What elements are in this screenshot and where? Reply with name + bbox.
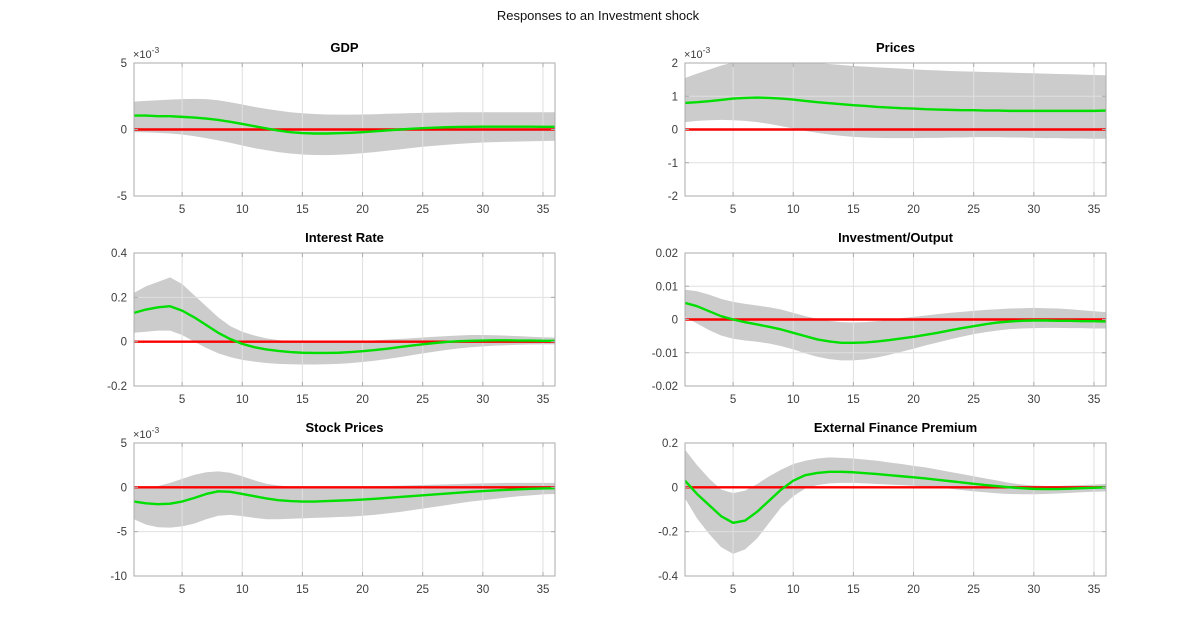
y-tick-label: 1 xyxy=(672,91,678,103)
x-tick-label: 10 xyxy=(236,584,249,596)
y-tick-label: 0 xyxy=(672,315,678,327)
x-tick-label: 15 xyxy=(296,394,309,406)
x-tick-label: 25 xyxy=(967,584,980,596)
x-tick-label: 25 xyxy=(416,204,429,216)
x-tick-label: 15 xyxy=(847,584,860,596)
x-tick-label: 10 xyxy=(236,204,249,216)
x-tick-label: 30 xyxy=(1027,394,1040,406)
x-tick-label: 5 xyxy=(179,394,185,406)
x-tick-label: 15 xyxy=(296,584,309,596)
x-tick-label: 30 xyxy=(476,584,489,596)
axes-box xyxy=(684,442,1107,577)
y-tick-label: 0 xyxy=(121,482,127,494)
y-tick-label: -0.02 xyxy=(652,381,678,393)
y-tick-label: 0 xyxy=(121,337,127,349)
x-tick-label: 30 xyxy=(476,394,489,406)
x-tick-label: 15 xyxy=(296,204,309,216)
y-tick-label: -2 xyxy=(668,191,678,203)
axis-exponent-label: ×10-3 xyxy=(133,45,160,61)
confidence-band xyxy=(685,289,1106,361)
y-tick-label: 5 xyxy=(121,58,127,70)
y-tick-label: 2 xyxy=(672,58,678,70)
x-tick-label: 5 xyxy=(730,204,736,216)
subplot-title-interest-rate: Interest Rate xyxy=(305,230,384,245)
y-tick-label: -0.01 xyxy=(652,348,678,360)
x-tick-label: 30 xyxy=(1027,584,1040,596)
y-tick-label: 0.01 xyxy=(656,281,678,293)
x-tick-label: 35 xyxy=(1088,394,1101,406)
y-tick-label: -0.2 xyxy=(658,527,678,539)
x-tick-label: 10 xyxy=(787,204,800,216)
y-tick-label: -0.2 xyxy=(107,381,127,393)
y-tick-label: 0.2 xyxy=(111,292,127,304)
median-line xyxy=(685,96,1106,113)
subplot-title-gdp: GDP xyxy=(330,40,359,55)
x-tick-label: 25 xyxy=(416,394,429,406)
y-tick-label: -5 xyxy=(117,527,127,539)
y-tick-label: -0.4 xyxy=(658,571,678,583)
confidence-band xyxy=(134,98,555,156)
x-tick-label: 20 xyxy=(356,204,369,216)
x-tick-label: 30 xyxy=(476,204,489,216)
confidence-band xyxy=(685,449,1106,554)
y-tick-label: 0 xyxy=(121,125,127,137)
y-tick-label: -5 xyxy=(117,191,127,203)
median-line xyxy=(134,305,555,355)
x-tick-label: 35 xyxy=(537,584,550,596)
x-tick-label: 20 xyxy=(907,204,920,216)
x-tick-label: 5 xyxy=(179,584,185,596)
x-tick-label: 25 xyxy=(416,584,429,596)
axes-box xyxy=(133,252,556,387)
median-line xyxy=(685,470,1106,524)
subplot-title-external-finance-premium: External Finance Premium xyxy=(813,420,978,435)
subplot-title-prices: Prices xyxy=(875,40,916,55)
y-tick-label: 0.4 xyxy=(111,248,128,260)
median-line xyxy=(134,487,555,506)
y-tick-label: -10 xyxy=(110,571,127,583)
y-tick-label: -1 xyxy=(668,158,678,170)
x-tick-label: 5 xyxy=(730,584,736,596)
x-tick-label: 35 xyxy=(537,394,550,406)
x-tick-label: 10 xyxy=(787,584,800,596)
y-tick-label: 0 xyxy=(672,482,678,494)
axes-box xyxy=(133,442,556,577)
axis-exponent-label: ×10-3 xyxy=(133,425,160,441)
x-tick-label: 25 xyxy=(967,204,980,216)
x-tick-label: 20 xyxy=(907,584,920,596)
median-line xyxy=(685,301,1106,344)
x-tick-label: 25 xyxy=(967,394,980,406)
x-tick-label: 20 xyxy=(356,584,369,596)
y-tick-label: 0 xyxy=(672,125,678,137)
x-tick-label: 10 xyxy=(236,394,249,406)
x-tick-label: 10 xyxy=(787,394,800,406)
y-tick-label: 0.02 xyxy=(656,248,678,260)
x-tick-label: 20 xyxy=(907,394,920,406)
axis-exponent-label: ×10-3 xyxy=(684,45,711,61)
subplot-title-stock-prices: Stock Prices xyxy=(305,420,384,435)
x-tick-label: 15 xyxy=(847,204,860,216)
x-tick-label: 15 xyxy=(847,394,860,406)
median-line xyxy=(134,114,555,135)
x-tick-label: 5 xyxy=(179,204,185,216)
y-tick-label: 0.2 xyxy=(662,438,678,450)
confidence-band xyxy=(685,63,1106,139)
x-tick-label: 30 xyxy=(1027,204,1040,216)
subplot-title-investment-output: Investment/Output xyxy=(838,230,953,245)
figure-suptitle: Responses to an Investment shock xyxy=(496,8,700,23)
x-tick-label: 35 xyxy=(537,204,550,216)
x-tick-label: 35 xyxy=(1088,204,1101,216)
x-tick-label: 35 xyxy=(1088,584,1101,596)
y-tick-label: 5 xyxy=(121,438,127,450)
x-tick-label: 5 xyxy=(730,394,736,406)
x-tick-label: 20 xyxy=(356,394,369,406)
